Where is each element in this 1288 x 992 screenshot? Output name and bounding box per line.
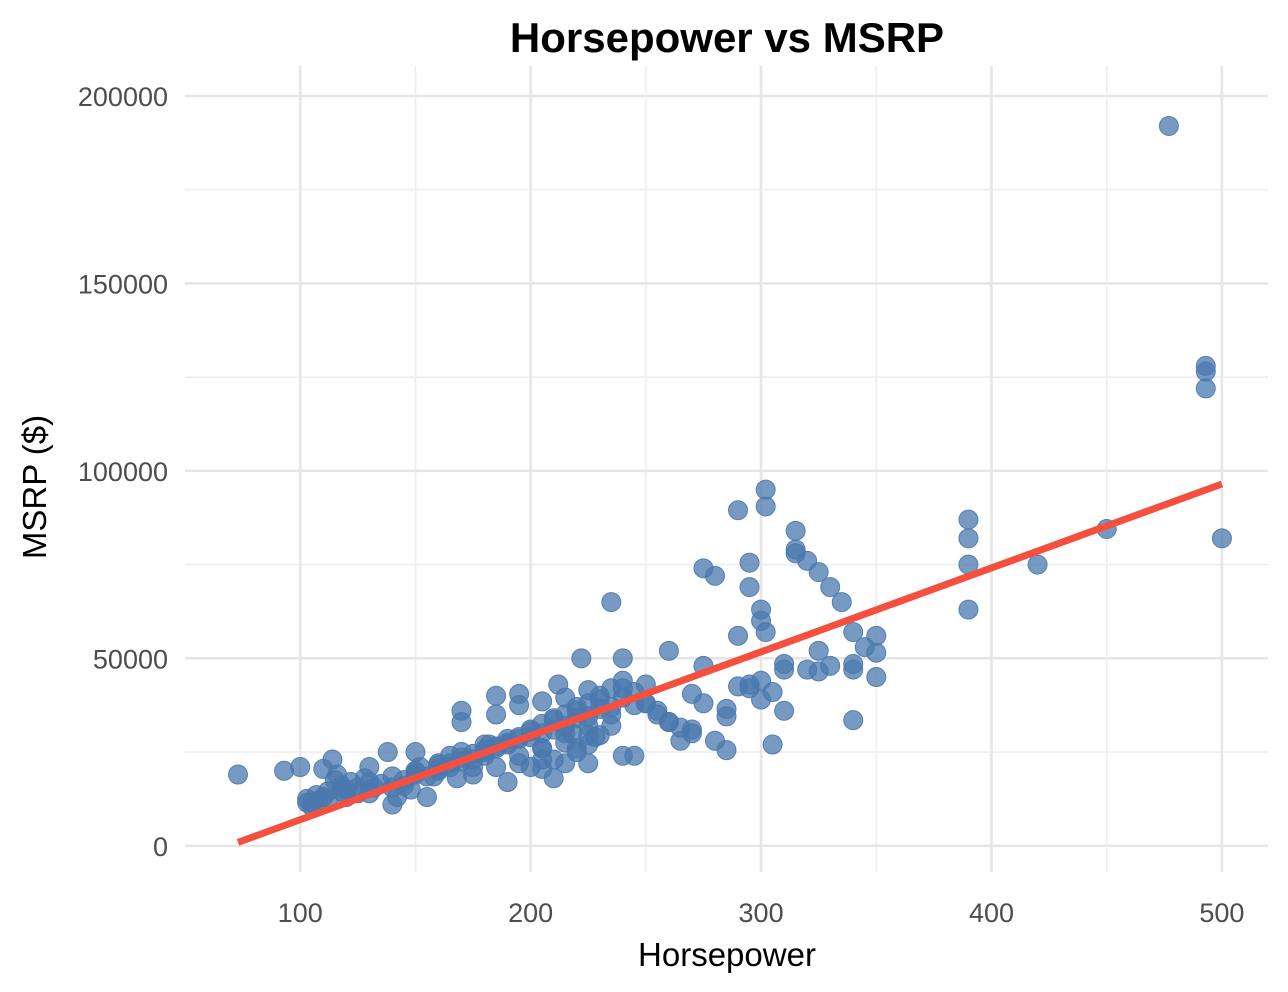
data-point <box>1195 361 1216 382</box>
y-axis-title: MSRP ($) <box>16 415 53 559</box>
y-tick-label: 100000 <box>78 457 168 487</box>
data-point <box>509 695 530 716</box>
data-point <box>739 577 760 598</box>
data-point <box>739 678 760 699</box>
y-tick-label: 50000 <box>93 644 168 674</box>
data-point <box>1195 378 1216 399</box>
data-point <box>831 592 852 613</box>
x-axis-title: Horsepower <box>638 936 816 973</box>
data-point <box>785 520 806 541</box>
x-tick-label: 300 <box>739 898 784 928</box>
data-point <box>728 500 749 521</box>
data-point <box>681 719 702 740</box>
data-point <box>543 749 564 770</box>
data-point <box>728 625 749 646</box>
data-point <box>658 640 679 661</box>
data-point <box>716 706 737 727</box>
data-point <box>774 700 795 721</box>
x-tick-label: 200 <box>508 898 553 928</box>
data-point <box>693 693 714 714</box>
data-point <box>866 625 887 646</box>
data-point <box>866 667 887 688</box>
data-point <box>1158 115 1179 136</box>
data-point <box>1027 554 1048 575</box>
data-point <box>820 655 841 676</box>
data-point <box>958 599 979 620</box>
data-point <box>227 764 248 785</box>
data-points <box>227 115 1232 817</box>
y-tick-label: 0 <box>153 832 168 862</box>
data-point <box>463 764 484 785</box>
data-point <box>601 592 622 613</box>
data-point <box>755 479 776 500</box>
data-point <box>486 757 507 778</box>
data-point <box>808 640 829 661</box>
data-point <box>958 509 979 530</box>
data-point <box>624 745 645 766</box>
y-tick-label: 150000 <box>78 269 168 299</box>
data-point <box>589 725 610 746</box>
data-point <box>843 710 864 731</box>
data-point <box>509 745 530 766</box>
data-point <box>739 552 760 573</box>
trend-line-group <box>236 480 1224 846</box>
data-point <box>808 562 829 583</box>
data-point <box>866 642 887 663</box>
data-point <box>290 757 311 778</box>
data-point <box>762 734 783 755</box>
data-point <box>532 691 553 712</box>
data-point <box>377 742 398 763</box>
data-point <box>755 496 776 517</box>
data-point <box>755 622 776 643</box>
y-axis-ticks: 0 50000 100000 150000 200000 <box>78 82 168 862</box>
x-axis-ticks: 100 200 300 400 500 <box>278 898 1245 928</box>
data-point <box>416 787 437 808</box>
chart-title: Horsepower vs MSRP <box>510 14 944 61</box>
data-point <box>486 685 507 706</box>
data-point <box>843 659 864 680</box>
x-tick-label: 500 <box>1199 898 1244 928</box>
data-point <box>571 648 592 669</box>
data-point <box>451 712 472 733</box>
data-point <box>843 622 864 643</box>
trend-line <box>236 480 1224 846</box>
x-tick-label: 100 <box>278 898 323 928</box>
data-point <box>555 687 576 708</box>
data-point <box>820 577 841 598</box>
data-point <box>1211 528 1232 549</box>
y-tick-label: 200000 <box>78 82 168 112</box>
data-point <box>647 700 668 721</box>
data-point <box>486 704 507 725</box>
data-point <box>704 730 725 751</box>
grid <box>185 66 1268 872</box>
data-point <box>704 565 725 586</box>
data-point <box>958 528 979 549</box>
data-point <box>612 648 633 669</box>
data-point <box>774 659 795 680</box>
data-point <box>497 772 518 793</box>
data-point <box>578 680 599 701</box>
x-tick-label: 400 <box>969 898 1014 928</box>
